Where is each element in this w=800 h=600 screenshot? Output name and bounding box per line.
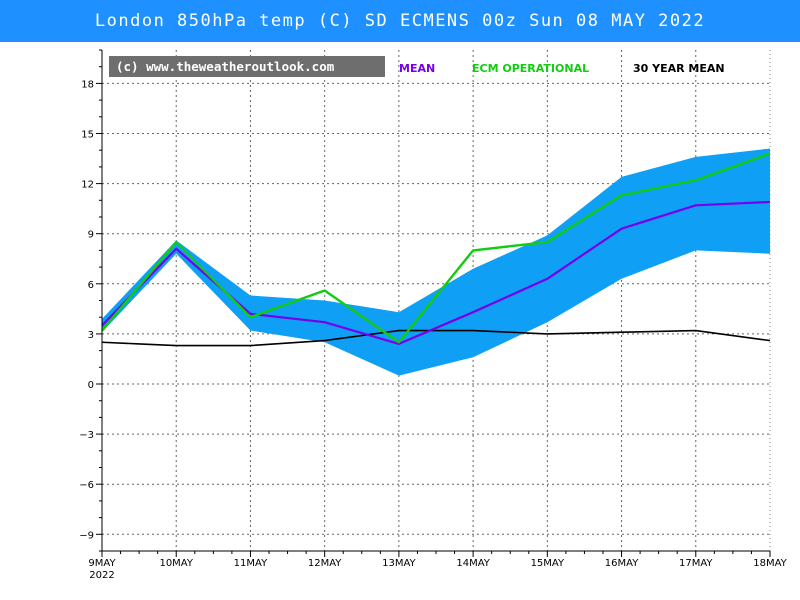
legend-mean: MEAN bbox=[399, 62, 435, 75]
credit-box: (c) www.theweatheroutlook.com bbox=[109, 56, 385, 77]
x-tick-label: 12MAY bbox=[308, 558, 342, 569]
credit-background bbox=[109, 56, 385, 77]
y-tick-label: −9 bbox=[79, 530, 94, 541]
x-year-label: 2022 bbox=[89, 570, 114, 581]
x-tick-label: 18MAY bbox=[753, 558, 787, 569]
y-tick-labels: −9 −6 −3 0 3 6 9 12 15 18 bbox=[79, 79, 94, 541]
y-tick-label: 0 bbox=[88, 380, 94, 391]
x-tick-label: 14MAY bbox=[456, 558, 490, 569]
legend-ecm-operational: ECM OPERATIONAL bbox=[472, 62, 589, 75]
axes bbox=[96, 49, 771, 557]
x-tick-label: 9MAY bbox=[88, 558, 116, 569]
x-tick-label: 15MAY bbox=[531, 558, 565, 569]
legend-30-year-mean: 30 YEAR MEAN bbox=[633, 62, 725, 75]
y-tick-label: 12 bbox=[81, 180, 94, 191]
y-tick-label: −3 bbox=[79, 430, 94, 441]
credit-text: (c) www.theweatheroutlook.com bbox=[116, 59, 335, 74]
y-tick-label: 6 bbox=[88, 280, 94, 291]
x-tick-label: 10MAY bbox=[159, 558, 193, 569]
series-lines bbox=[101, 152, 771, 347]
legend: MEAN ECM OPERATIONAL 30 YEAR MEAN bbox=[399, 62, 725, 75]
x-tick-label: 16MAY bbox=[605, 558, 639, 569]
ensemble-spread-band bbox=[102, 148, 770, 376]
x-tick-label: 11MAY bbox=[234, 558, 268, 569]
x-tick-label: 13MAY bbox=[382, 558, 416, 569]
y-tick-label: 9 bbox=[88, 230, 94, 241]
ecm-operational-line bbox=[101, 152, 771, 344]
chart-title: London 850hPa temp (C) SD ECMENS 00z Sun… bbox=[94, 11, 706, 31]
x-tick-labels: 9MAY 10MAY 11MAY 12MAY 13MAY 14MAY 15MAY 16MAY 1… bbox=[88, 558, 787, 581]
y-tick-label: 15 bbox=[81, 130, 94, 141]
y-tick-label: 3 bbox=[88, 330, 94, 341]
30-year-mean-line bbox=[101, 329, 771, 347]
x-tick-label: 17MAY bbox=[679, 558, 713, 569]
title-bar: London 850hPa temp (C) SD ECMENS 00z Sun… bbox=[0, 0, 800, 42]
y-tick-label: −6 bbox=[79, 480, 94, 491]
y-tick-label: 18 bbox=[81, 79, 94, 90]
